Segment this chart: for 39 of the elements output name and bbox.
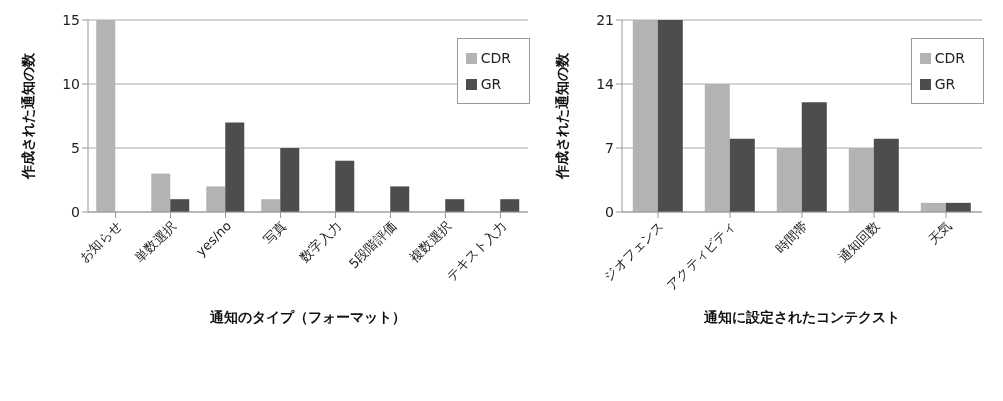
bar [873,138,899,212]
bar [657,20,683,212]
bar [225,122,245,212]
y-tick-label: 15 [62,11,80,28]
y-tick-label: 10 [62,75,80,92]
y-tick-label: 14 [596,75,615,92]
y-axis-title: 作成された通知の数 [19,52,36,180]
x-tick-label: 時間帯 [772,218,811,257]
x-tick-label: 写真 [260,218,290,248]
bar [261,199,281,212]
legend-label: CDR [934,50,965,66]
legend-label: CDR [480,50,511,66]
x-tick-label: 天気 [925,218,955,248]
bar [151,173,171,212]
x-tick-label: 通知回数 [835,218,883,266]
bar [445,199,465,212]
bar [729,138,755,212]
x-axis-title: 通知に設定されたコンテクスト [703,309,900,325]
bar [801,102,827,212]
bar [170,199,190,212]
legend-label: GR [934,76,956,92]
bar [206,186,226,212]
bar [280,148,300,212]
x-tick-label: 数字入力 [296,218,345,266]
y-tick-label: 5 [71,139,80,156]
x-tick-label: 複数選択 [406,218,455,266]
y-axis-title: 作成された通知の数 [553,52,570,180]
x-tick-label: お知らせ [76,218,125,266]
x-tick-label: 5段階評価 [345,218,400,272]
bar [390,186,410,212]
legend-label: GR [480,76,502,92]
y-tick-label: 0 [605,203,614,220]
bar [500,199,520,212]
y-tick-label: 21 [596,11,614,28]
bar [335,160,355,212]
x-tick-label: 単数選択 [131,218,180,266]
x-axis-title: 通知のタイプ（フォーマット） [209,309,406,325]
y-tick-label: 0 [71,203,80,220]
y-tick-label: 7 [605,139,614,156]
